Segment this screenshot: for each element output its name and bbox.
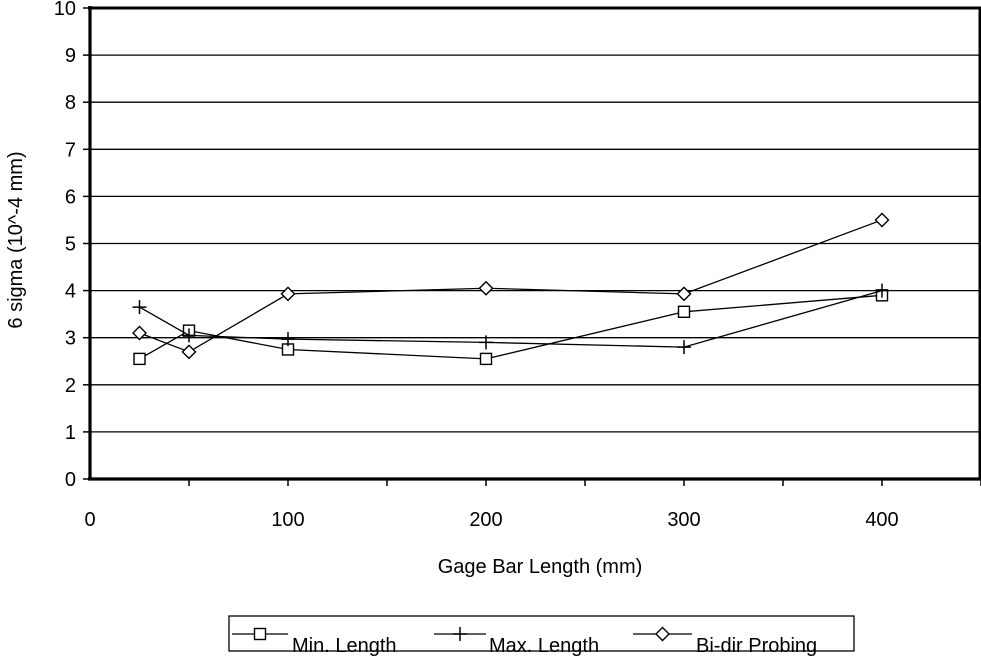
- y-tick-label: 4: [65, 281, 76, 303]
- x-axis-title: Gage Bar Length (mm): [438, 556, 643, 578]
- data-point-square: [133, 352, 146, 366]
- series-line: [139, 289, 883, 348]
- x-tick-label: 100: [271, 509, 304, 531]
- series-bi-dir-probing: [132, 212, 890, 360]
- legend-label: Bi-dir Probing: [696, 635, 817, 656]
- series-layer: [132, 212, 890, 366]
- y-tick-label: 1: [65, 422, 76, 444]
- x-tick-label: 400: [865, 509, 898, 531]
- series-max-length: [132, 283, 889, 355]
- data-point-plus: [281, 332, 295, 347]
- axes: [83, 6, 981, 486]
- data-point-diamond: [874, 212, 890, 228]
- y-tick-label: 3: [65, 328, 76, 350]
- y-tick-label: 9: [65, 45, 76, 67]
- data-point-diamond: [478, 280, 494, 296]
- data-point-plus: [182, 328, 196, 343]
- y-axis-tick-labels: 0 1 2 3 4 5 6 7 8 9 10: [54, 0, 76, 491]
- y-tick-label: 10: [54, 0, 76, 20]
- x-tick-label: 0: [84, 509, 95, 531]
- data-point-plus: [479, 335, 493, 350]
- data-point-plus: [875, 283, 889, 298]
- data-point-plus: [453, 627, 467, 641]
- y-tick-label: 2: [65, 375, 76, 397]
- data-point-diamond: [181, 344, 197, 360]
- data-point-square: [479, 352, 493, 366]
- y-tick-label: 0: [65, 469, 76, 491]
- x-tick-label: 200: [469, 509, 502, 531]
- data-point-diamond: [280, 286, 296, 302]
- series-line: [139, 219, 883, 353]
- x-axis-tick-labels: 0 100 200 300 400: [84, 509, 898, 531]
- data-point-plus: [132, 300, 147, 315]
- y-tick-label: 8: [65, 92, 76, 114]
- y-tick-label: 7: [65, 139, 76, 161]
- data-point-plus: [677, 340, 691, 355]
- data-point-diamond: [132, 325, 147, 341]
- data-point-square: [253, 627, 267, 641]
- y-axis-title: 6 sigma (10^-4 mm): [5, 151, 27, 328]
- y-tick-label: 6: [65, 186, 76, 208]
- series-line: [139, 294, 883, 360]
- legend-box: [228, 615, 855, 652]
- data-point-diamond: [676, 286, 692, 302]
- data-point-diamond: [655, 626, 670, 642]
- legend-label: Min. Length: [292, 635, 397, 656]
- x-tick-label: 300: [667, 509, 700, 531]
- legend-label: Max. Length: [489, 635, 599, 656]
- data-point-square: [677, 305, 691, 318]
- y-tick-label: 5: [65, 234, 76, 256]
- legend: Min. Length Max. Length Bi-dir Probing: [228, 615, 855, 656]
